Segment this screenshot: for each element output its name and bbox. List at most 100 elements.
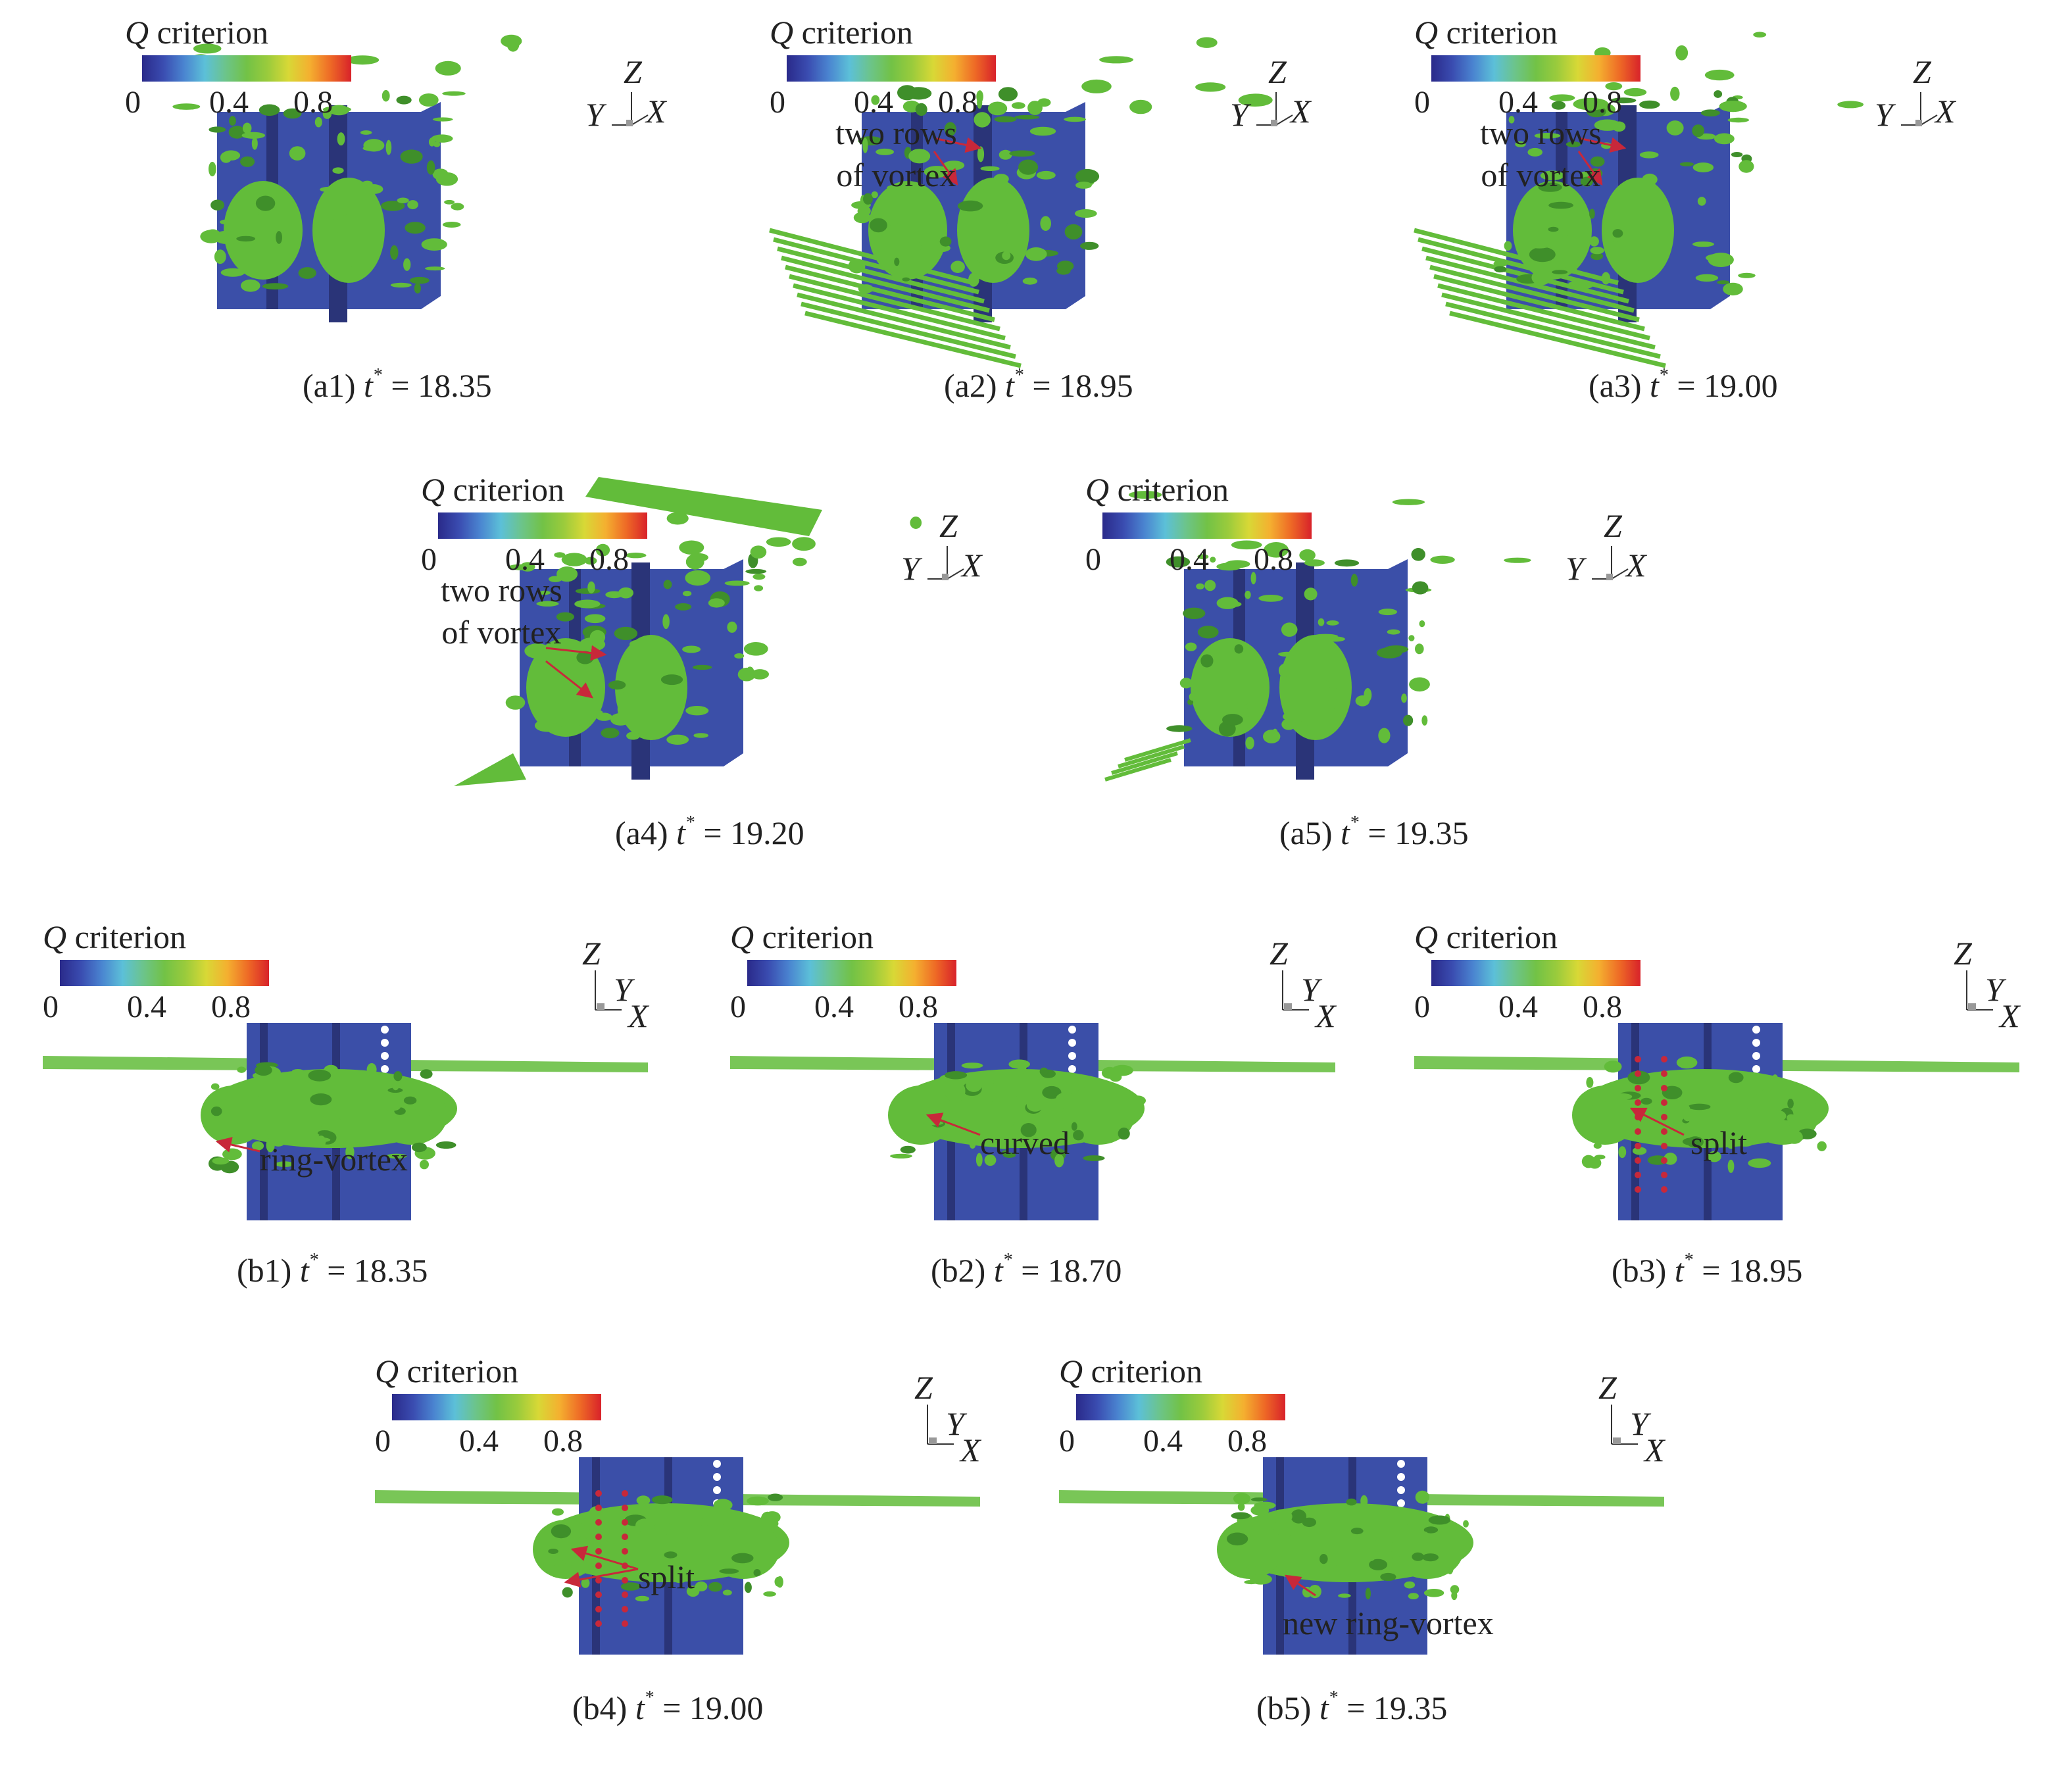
vortex-fragment <box>774 1576 783 1587</box>
vortex-fragment <box>862 137 868 153</box>
vortex-fragment <box>1039 1067 1048 1076</box>
vortex-fragment <box>1271 728 1279 741</box>
vortex-fragment <box>210 199 225 211</box>
vortex-fragment <box>579 637 606 652</box>
vortex-fragment <box>768 1493 783 1501</box>
legend-variable: Q <box>43 918 67 955</box>
vortex-fragment <box>1326 620 1339 626</box>
vortex-fragment <box>1304 587 1318 601</box>
legend-title: Q criterion <box>770 13 913 51</box>
vortex-fragment <box>945 1071 968 1080</box>
vortex-fragment <box>1719 101 1747 112</box>
annotation-arrow <box>1285 1574 1316 1597</box>
vortex-fragment <box>1412 1552 1424 1561</box>
vortex-fragment <box>745 666 754 680</box>
vortex-fragment <box>747 1496 769 1506</box>
vortex-fragment <box>1281 622 1298 637</box>
vortex-fragment <box>276 231 282 244</box>
vortex-fragment <box>959 1099 974 1108</box>
vortex-fragment <box>1039 1111 1061 1122</box>
vortex-fragment <box>444 199 455 205</box>
vortex-fragment <box>1763 1107 1779 1120</box>
panel-caption: (b4) t* = 19.00 <box>572 1687 763 1727</box>
vortex-fragment <box>386 1153 407 1159</box>
vortex-fragment <box>262 283 289 289</box>
vortex-fragment <box>915 103 927 116</box>
vortex-fragment <box>1064 116 1086 122</box>
vortex-fragment <box>1612 229 1623 238</box>
vortex-fragment <box>1245 590 1251 599</box>
vortex-fragment <box>209 126 226 133</box>
vortex-streak <box>1445 301 1661 359</box>
vortex-fragment <box>1336 1564 1344 1570</box>
vortex-fragment <box>1728 1072 1744 1084</box>
vortex-fragment <box>451 203 464 211</box>
vortex-fragment <box>255 1064 272 1076</box>
vortex-fragment <box>251 1141 264 1151</box>
vortex-fragment <box>727 621 737 633</box>
caption-time-variable: t <box>1674 1252 1684 1289</box>
vortex-fragment <box>619 1572 626 1578</box>
legend-word: criterion <box>801 14 913 51</box>
vortex-core <box>595 1591 602 1598</box>
colorbar-tick: 0 <box>375 1424 391 1459</box>
vortex-fragment <box>1245 736 1254 750</box>
annotation-line: of vortex <box>1481 157 1601 193</box>
caption-superscript: * <box>1659 365 1669 386</box>
vortex-fragment <box>364 184 383 194</box>
vortex-fragment <box>193 43 222 54</box>
vortex-fragment <box>968 1097 990 1106</box>
vortex-core <box>1661 1157 1667 1164</box>
vortex-fragment <box>1250 1574 1272 1585</box>
colorbar-legend: Q criterion 0 0.4 0.8 <box>730 918 956 1024</box>
vortex-fragment <box>357 1116 374 1123</box>
vortex-fragment <box>1765 1092 1775 1105</box>
axis-label-x: X <box>628 997 649 1034</box>
colorbar-tick: 0 <box>1414 85 1430 120</box>
vortex-core <box>622 1534 628 1540</box>
vortex-fragment <box>1291 1509 1306 1524</box>
vortex-fragment <box>1692 162 1714 172</box>
vortex-fragment <box>998 87 1018 101</box>
vortex-core <box>595 1519 602 1526</box>
vortex-fragment <box>906 241 922 253</box>
vortex-fragment <box>220 268 245 277</box>
caption-equals: = <box>1677 367 1696 404</box>
vortex-fragment <box>987 101 1008 116</box>
vortex-core <box>622 1519 628 1526</box>
vortex-fragment <box>1055 1092 1075 1107</box>
vortex-fragment <box>982 187 1006 195</box>
vortex-fragment <box>966 1078 982 1092</box>
colorbar-legend: Q criterion 0 0.4 0.8 <box>770 13 996 120</box>
caption-time-variable: t <box>1650 367 1659 404</box>
legend-title: Q criterion <box>43 918 186 956</box>
vortex-fragment <box>682 591 692 597</box>
vortex-fragment <box>1428 1515 1451 1525</box>
vortex-fragment <box>1231 1512 1250 1520</box>
vortex-fragment <box>425 266 445 271</box>
vortex-fragment <box>901 1117 912 1132</box>
vortex-fragment <box>1708 1120 1731 1132</box>
caption-time-variable: t <box>676 814 685 851</box>
axis-label-z: Z <box>624 53 642 90</box>
vortex-core <box>595 1505 602 1511</box>
vortex-fragment <box>651 1495 673 1505</box>
vortex-fragment <box>1504 241 1512 251</box>
vortex-fragment <box>1610 97 1637 104</box>
vortex-streak <box>1414 228 1619 286</box>
legend-word: criterion <box>762 918 874 955</box>
vortex-fragment <box>993 174 1009 184</box>
vortex-fragment <box>283 108 302 119</box>
vortex-fragment <box>1344 1555 1356 1564</box>
legend-title: Q criterion <box>1059 1352 1202 1390</box>
structure-hole <box>1068 1065 1076 1073</box>
colorbar-tick: 0.4 <box>209 85 249 120</box>
vortex-fragment <box>1278 651 1296 657</box>
vortex-fragment <box>976 90 983 103</box>
vortex-fragment <box>1237 1503 1245 1511</box>
vortex-fragment <box>968 272 979 287</box>
annotation-line: two rows <box>1480 114 1602 151</box>
vortex-fragment <box>1817 1141 1827 1151</box>
vortex-fragment <box>384 1102 401 1111</box>
vortex-fragment <box>414 283 421 294</box>
